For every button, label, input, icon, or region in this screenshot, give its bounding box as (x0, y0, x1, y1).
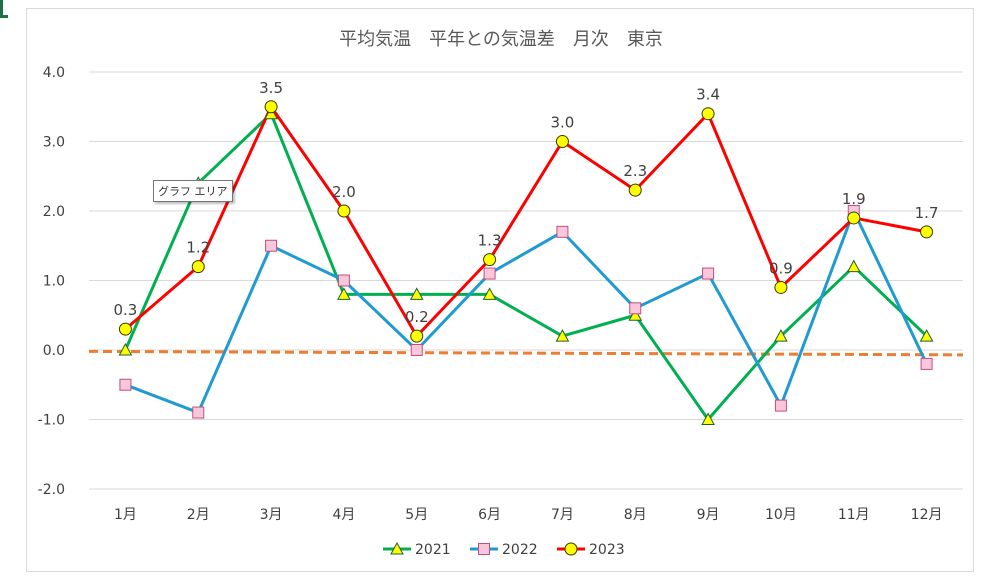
series-line-2023 (124, 105, 927, 338)
marker-2023 (701, 107, 715, 121)
marker-2023 (774, 280, 788, 294)
chart-title: 平均気温 平年との気温差 月次 東京 (339, 29, 663, 50)
x-tick-label: 7月 (551, 507, 574, 523)
x-tick-label: 11月 (838, 507, 870, 523)
series-line-2021 (124, 112, 928, 421)
marker-2022 (192, 406, 205, 419)
legend-marker-2021 (390, 541, 404, 555)
excel-selection-mark-foot (0, 15, 8, 18)
marker-2021 (628, 308, 643, 321)
y-axis-ticks: 4.0 3.0 2.0 1.0 0.0 -1.0 -2.0 (38, 65, 65, 498)
marker-2021 (409, 287, 424, 300)
marker-2022 (410, 344, 423, 356)
legend-marker-2023 (564, 542, 578, 556)
legend-label-2023: 2023 (589, 542, 625, 558)
marker-2022 (920, 357, 933, 370)
chart-area-tooltip: グラフ エリア (153, 180, 233, 202)
marker-2021 (701, 412, 715, 425)
marker-2021 (774, 329, 788, 342)
marker-2023 (628, 183, 642, 197)
x-tick-label: 1月 (114, 507, 137, 523)
marker-2022 (702, 267, 715, 280)
marker-2023 (337, 204, 351, 218)
data-label: 3.4 (696, 86, 720, 104)
x-tick-label: 9月 (697, 507, 720, 523)
marker-2021 (337, 287, 351, 300)
data-label: 2.3 (623, 162, 647, 180)
x-tick-label: 5月 (405, 507, 428, 523)
marker-2023 (410, 329, 424, 343)
data-label: 3.5 (259, 79, 283, 97)
gridlines (89, 71, 963, 490)
marker-2021 (118, 342, 133, 356)
x-tick-label: 12月 (911, 507, 943, 523)
marker-2021 (482, 287, 497, 300)
legend-label-2022: 2022 (502, 542, 538, 558)
x-tick-label: 4月 (332, 507, 355, 523)
series-lines (124, 105, 928, 421)
data-label: 2.0 (332, 183, 356, 201)
marker-2022 (483, 267, 496, 280)
y-tick-label: 0.0 (43, 343, 65, 359)
x-tick-label: 10月 (765, 507, 797, 523)
marker-2022 (774, 399, 787, 412)
marker-2022 (556, 225, 569, 238)
x-tick-label: 2月 (187, 507, 210, 523)
legend-marker-2022 (478, 543, 490, 555)
data-label: 0.9 (769, 259, 793, 277)
series-line-2022 (124, 209, 928, 415)
x-tick-label: 6月 (478, 507, 501, 523)
legend[interactable]: 2021 2022 2023 (383, 541, 625, 558)
marker-2023 (555, 135, 569, 148)
data-label: 1.3 (478, 232, 502, 250)
y-tick-label: 2.0 (43, 204, 65, 220)
data-label: 1.7 (915, 204, 939, 222)
data-label: 0.2 (405, 308, 429, 326)
series-markers (118, 100, 934, 425)
data-labels: 0.3 1.2 3.5 2.0 0.2 1.3 3.0 2.3 3.4 0.9 1.9 1.7 (113, 79, 938, 326)
excel-selection-mark (0, 0, 3, 18)
legend-label-2021: 2021 (415, 542, 451, 558)
data-label: 1.9 (842, 190, 866, 208)
x-tick-label: 3月 (260, 507, 283, 523)
y-tick-label: 4.0 (43, 65, 65, 81)
line-chart: 平均気温 平年との気温差 月次 東京 4.0 3.0 2.0 1.0 0.0 -1.0 -2… (38, 29, 964, 558)
y-tick-label: 3.0 (43, 135, 65, 151)
x-tick-label: 8月 (624, 507, 647, 523)
trendline-line (88, 349, 964, 357)
marker-2023 (118, 322, 132, 336)
marker-2022 (119, 378, 132, 391)
y-tick-label: -1.0 (38, 413, 65, 429)
marker-2023 (191, 260, 205, 274)
marker-2023 (920, 225, 934, 239)
data-label: 1.2 (186, 239, 210, 257)
marker-2023 (264, 100, 278, 114)
marker-2021 (555, 329, 570, 342)
marker-2022 (629, 302, 642, 315)
marker-2022 (265, 239, 278, 252)
marker-2021 (846, 259, 861, 273)
y-tick-label: -2.0 (38, 482, 65, 498)
x-axis-ticks: 1月 2月 3月 4月 5月 6月 7月 8月 9月 10月 11月 12月 (114, 507, 943, 523)
y-tick-label: 1.0 (43, 274, 65, 290)
marker-2023 (483, 253, 497, 267)
data-label: 0.3 (113, 301, 137, 319)
marker-2021 (919, 329, 934, 342)
marker-2023 (847, 211, 861, 225)
trendline (88, 349, 964, 357)
data-label: 3.0 (550, 114, 574, 132)
chart-area[interactable]: 平均気温 平年との気温差 月次 東京 4.0 3.0 2.0 1.0 0.0 -1.0 -2… (26, 8, 974, 572)
marker-2022 (337, 274, 350, 287)
